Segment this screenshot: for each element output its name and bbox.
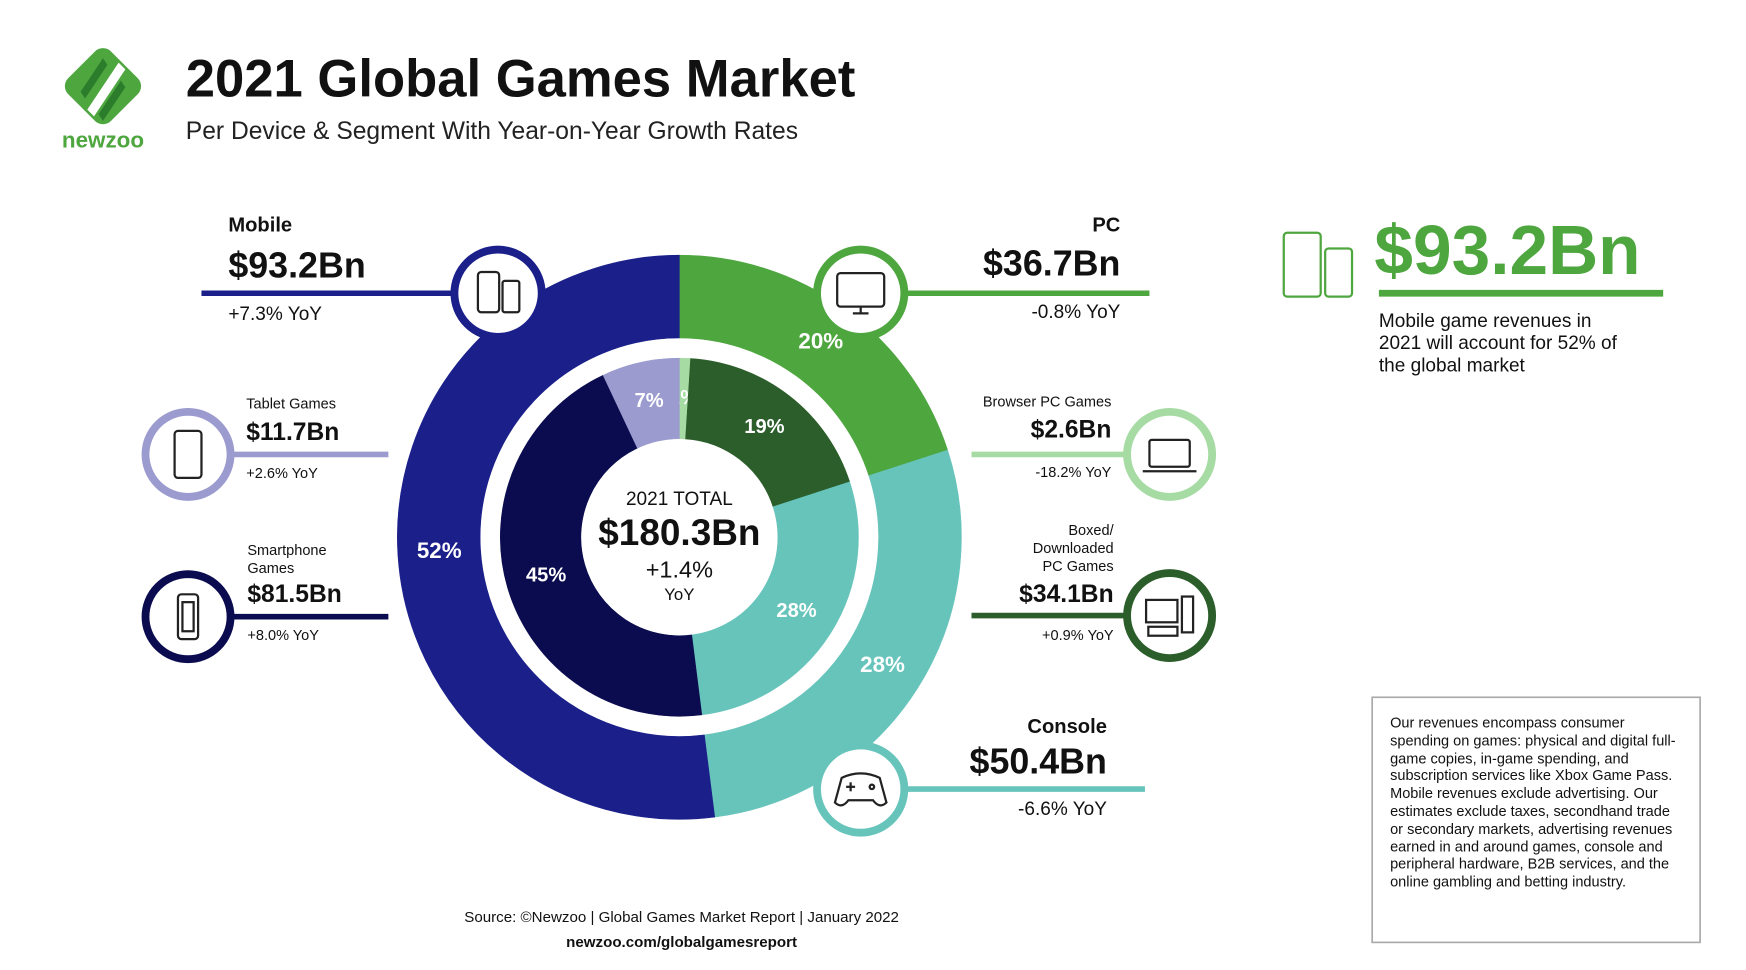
segment-name: Console xyxy=(1027,715,1107,738)
segment-share-label: 19% xyxy=(744,416,784,438)
segment-name: Boxed/ Downloaded PC Games xyxy=(1032,521,1114,575)
source: Source: ©Newzoo | Global Games Market Re… xyxy=(464,908,899,926)
donut-segment xyxy=(685,358,851,508)
segment-share-label: 52% xyxy=(417,538,462,563)
segment-share-label: 28% xyxy=(860,652,905,677)
segment-revenue: $11.7Bn xyxy=(246,417,340,446)
subtitle: Per Device & Segment With Year-on-Year G… xyxy=(185,116,799,145)
segment-share-label: 28% xyxy=(776,600,816,622)
center-label: 2021 TOTAL xyxy=(625,487,733,510)
donut-segment xyxy=(704,449,962,818)
note: Our revenues encompass consumer spending… xyxy=(1390,714,1676,890)
donut: 20%28%52%1%19%28%45%7% xyxy=(397,254,962,820)
donut-segment xyxy=(397,254,716,820)
segment-revenue: $81.5Bn xyxy=(247,579,342,608)
segment-growth: -18.2% YoY xyxy=(1035,463,1112,481)
segment-revenue: $50.4Bn xyxy=(969,740,1107,782)
highlight-value: $93.2Bn xyxy=(1374,212,1641,290)
segment-share-label: 45% xyxy=(526,564,566,586)
logo-text: newzoo xyxy=(61,128,145,154)
donut-segment xyxy=(602,357,680,449)
title: 2021 Global Games Market xyxy=(185,48,856,108)
segment-growth: +2.6% YoY xyxy=(246,464,318,482)
segment-growth: -0.8% YoY xyxy=(1031,301,1121,323)
donut-segment xyxy=(691,481,859,716)
segment-revenue: $2.6Bn xyxy=(1030,415,1112,444)
icon-glyphs xyxy=(173,231,1354,807)
center-growth-unit: YoY xyxy=(664,585,695,605)
donut-segment xyxy=(500,374,703,717)
center-growth: +1.4% xyxy=(645,557,714,584)
segment-growth: +8.0% YoY xyxy=(247,626,319,644)
segment-growth: +0.9% YoY xyxy=(1042,626,1114,644)
logo-mark xyxy=(64,48,142,125)
segment-revenue: $93.2Bn xyxy=(228,245,366,286)
segment-growth: -6.6% YoY xyxy=(1018,798,1107,820)
connectors xyxy=(201,289,1664,792)
segment-name: Smartphone Games xyxy=(247,541,327,577)
segment-growth: +7.3% YoY xyxy=(228,303,322,325)
segment-name: PC xyxy=(1092,213,1121,237)
center-value: $180.3Bn xyxy=(598,511,761,553)
highlight-text: Mobile game revenues in 2021 will accoun… xyxy=(1378,310,1617,377)
segment-name: Mobile xyxy=(228,213,293,237)
url: newzoo.com/globalgamesreport xyxy=(566,933,798,951)
segment-name: Tablet Games xyxy=(246,395,336,412)
donut-segment xyxy=(679,254,948,477)
segment-share-label: 7% xyxy=(635,390,664,412)
note-box xyxy=(1371,696,1701,944)
segment-name: Browser PC Games xyxy=(982,392,1112,410)
segment-revenue: $36.7Bn xyxy=(982,242,1121,284)
segment-revenue: $34.1Bn xyxy=(1019,579,1114,608)
